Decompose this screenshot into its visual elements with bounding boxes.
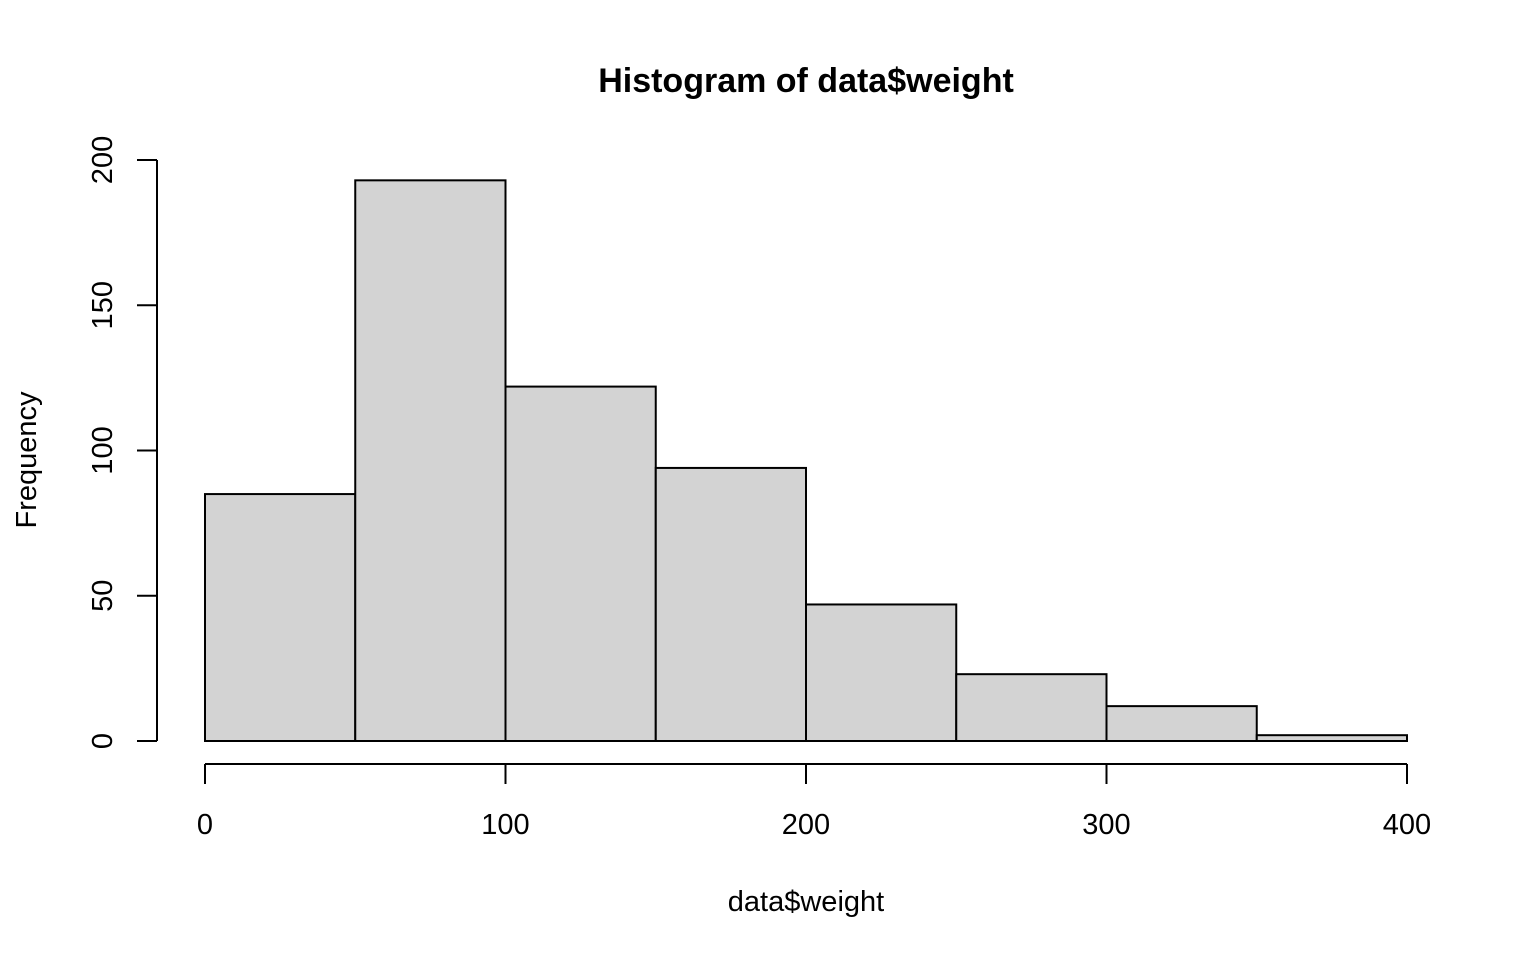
histogram-bar-5: [955, 673, 1108, 742]
histogram-bar-3: [654, 466, 807, 742]
y-tick-label-200: 200: [87, 136, 119, 184]
x-tick-label-100: 100: [481, 809, 529, 841]
x-tick-label-0: 0: [197, 809, 213, 841]
x-axis-label: data$weight: [728, 886, 884, 918]
chart-title: Histogram of data$weight: [598, 62, 1014, 100]
y-tick-label-100: 100: [87, 426, 119, 474]
x-tick-label-200: 200: [782, 809, 830, 841]
y-axis: 0 50 100 150 200: [87, 136, 158, 749]
histogram-bar-7: [1255, 734, 1408, 743]
x-axis: 0 100 200 300 400: [197, 763, 1431, 841]
histogram-bar-0: [204, 493, 357, 743]
histogram-bar-2: [504, 385, 657, 742]
x-tick-label-400: 400: [1383, 809, 1431, 841]
histogram-bar-6: [1105, 705, 1258, 743]
y-tick-label-150: 150: [87, 281, 119, 329]
y-tick-label-50: 50: [87, 580, 119, 612]
y-axis-label: Frequency: [11, 391, 43, 529]
x-tick-label-300: 300: [1082, 809, 1130, 841]
y-tick-label-0: 0: [87, 733, 119, 749]
histogram-bar-4: [805, 603, 958, 743]
bars-group: [204, 179, 1408, 743]
histogram-bar-1: [354, 179, 507, 742]
